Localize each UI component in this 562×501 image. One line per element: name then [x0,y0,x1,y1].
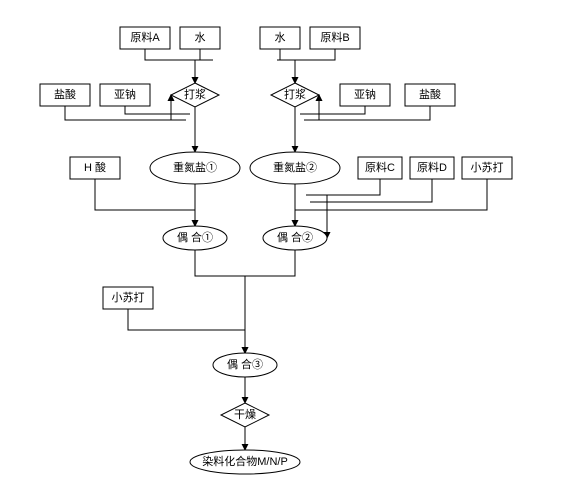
node-waterL: 水 [180,27,220,49]
node-couple2: 偶 合② [263,226,327,250]
node-soda1-label: 小苏打 [471,160,504,174]
edge-waterL-slurryL [195,49,213,83]
edges-layer [65,49,487,450]
node-yanaL: 亚钠 [100,84,150,106]
node-slurryL: 打浆 [171,83,219,107]
node-product-label: 染料化合物M/N/P [202,454,288,468]
node-rawA-label: 原料A [130,30,160,44]
node-rawC-label: 原料C [365,160,395,174]
node-hacid-label: H 酸 [84,160,106,174]
node-hacid: H 酸 [70,157,120,179]
node-soda2-label: 小苏打 [112,290,145,304]
edge-waterR-slurryR [277,49,295,83]
node-couple2-label: 偶 合② [277,230,313,244]
node-rawD: 原料D [410,157,454,179]
nodes-layer: 原料A 水 水 原料B 盐酸 亚钠 打浆 打浆 亚钠 盐酸 H 酸 重氮盐① 重氮盐② 原料C 原料D 小苏打… [40,27,512,474]
node-couple3: 偶 合③ [213,353,277,377]
node-rawB-label: 原料B [320,30,349,44]
node-diazo1-label: 重氮盐① [173,160,217,174]
node-diazo2: 重氮盐② [250,152,340,184]
node-rawA: 原料A [120,27,170,49]
edge-rawA-slurryL [145,49,195,83]
node-soda1: 小苏打 [462,157,512,179]
node-dry-label: 干燥 [234,408,256,421]
flowchart-canvas: 原料A 水 水 原料B 盐酸 亚钠 打浆 打浆 亚钠 盐酸 H 酸 重氮盐① 重氮盐② 原料C 原料D 小苏打… [0,0,562,501]
node-yanaR-label: 亚钠 [354,87,376,101]
node-hclL: 盐酸 [40,84,90,106]
edge-hacid-couple1 [95,179,195,226]
node-waterL-label: 水 [195,31,206,44]
edge-soda2-couple3 [128,309,245,353]
node-hclR: 盐酸 [405,84,455,106]
node-hclR-label: 盐酸 [419,87,441,101]
node-yanaR: 亚钠 [340,84,390,106]
node-rawD-label: 原料D [417,160,447,174]
node-dry: 干燥 [221,403,269,427]
node-diazo2-label: 重氮盐② [273,160,317,174]
node-couple1-label: 偶 合① [177,230,213,244]
node-rawB: 原料B [310,27,360,49]
node-yanaL-label: 亚钠 [114,87,136,101]
node-couple1: 偶 合① [163,226,227,250]
node-slurryL-label: 打浆 [184,87,206,101]
node-product: 染料化合物M/N/P [190,450,300,474]
edge-rawB-slurryR [295,49,335,83]
node-hclL-label: 盐酸 [54,87,76,101]
edge-couple2-couple3 [245,250,295,353]
node-slurryR-label: 打浆 [284,87,306,101]
node-soda2: 小苏打 [103,287,153,309]
node-waterR: 水 [260,27,300,49]
node-waterR-label: 水 [275,31,286,44]
edge-couple1-couple3 [195,250,245,353]
edge-rawD-couple2 [310,179,432,238]
node-rawC: 原料C [358,157,402,179]
node-slurryR: 打浆 [271,83,319,107]
node-diazo1: 重氮盐① [150,152,240,184]
node-couple3-label: 偶 合③ [227,357,263,371]
